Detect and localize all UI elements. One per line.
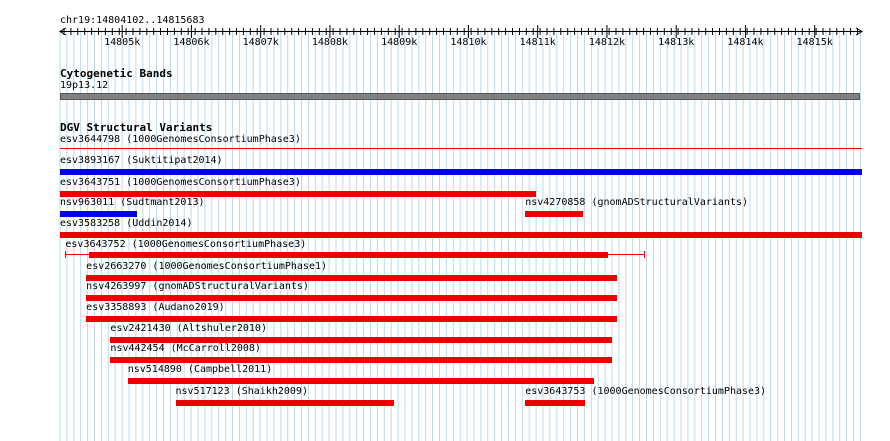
feature-bar[interactable] (127, 378, 595, 384)
feature-source: (gnomADStructuralVariants) (591, 197, 749, 208)
feature-source: (Shaikh2009) (235, 386, 308, 397)
ruler-tick-label: 14814k (727, 37, 763, 48)
ruler-axis[interactable]: 14805k 14806k 14807k 14808k 14809k 14810k 1481… (0, 0, 890, 50)
feature-bar[interactable] (525, 211, 584, 217)
feature-label[interactable]: esv3643751 (1000GenomesConsortiumPhase3) (60, 177, 301, 189)
feature-label[interactable]: esv3643752 (1000GenomesConsortiumPhase3) (65, 239, 306, 251)
ruler-tick-label: 14810k (450, 37, 486, 48)
location-label: chr19:14804102..14815683 (60, 15, 205, 26)
feature-id[interactable]: esv3893167 (60, 155, 121, 166)
feature-id[interactable]: esv3643752 (65, 239, 126, 250)
feature-id[interactable]: nsv517123 (175, 386, 230, 397)
feature-source: (McCarroll2008) (170, 343, 261, 354)
feature-bar[interactable] (86, 295, 617, 301)
feature-label[interactable]: esv3583258 (Uddin2014) (60, 218, 192, 230)
feature-bar[interactable] (60, 211, 137, 217)
feature-source: (1000GenomesConsortiumPhase3) (126, 134, 301, 145)
ruler-tick-label: 14813k (658, 37, 694, 48)
feature-label[interactable]: esv2663270 (1000GenomesConsortiumPhase1) (86, 261, 327, 273)
ruler-tick-label: 14806k (173, 37, 209, 48)
feature-label[interactable]: nsv4270858 (gnomADStructuralVariants) (525, 197, 748, 209)
feature-bar[interactable] (86, 316, 617, 322)
feature-id[interactable]: esv3583258 (60, 218, 121, 229)
feature-id[interactable]: nsv442454 (110, 343, 165, 354)
feature-source: (1000GenomesConsortiumPhase3) (591, 386, 767, 397)
feature-bar[interactable] (60, 169, 862, 175)
feature-label[interactable]: esv3358893 (Audano2019) (86, 302, 225, 314)
feature-bar[interactable] (525, 400, 586, 406)
ruler-tick-label: 14812k (589, 37, 625, 48)
feature-bar[interactable] (88, 252, 609, 258)
ruler-tick-label: 14807k (243, 37, 279, 48)
feature-source: (Sudtmant2013) (120, 197, 205, 208)
feature-label[interactable]: esv3644798 (1000GenomesConsortiumPhase3) (60, 134, 301, 146)
feature-bar[interactable] (60, 148, 862, 149)
feature-source: (Altshuler2010) (176, 323, 267, 334)
feature-label[interactable]: esv2421430 (Altshuler2010) (110, 323, 267, 335)
ruler-tick-label: 14808k (312, 37, 348, 48)
feature-label[interactable]: nsv517123 (Shaikh2009) (176, 386, 308, 398)
feature-label[interactable]: nsv442454 (McCarroll2008) (110, 343, 261, 355)
feature-label[interactable]: nsv963011 (Sudtmant2013) (60, 197, 205, 209)
feature-bar[interactable] (60, 232, 862, 238)
ruler-arrow (855, 27, 863, 36)
feature-bar[interactable] (86, 275, 617, 281)
feature-source: (1000GenomesConsortiumPhase1) (152, 261, 328, 272)
feature-id[interactable]: esv3358893 (86, 302, 147, 313)
feature-id[interactable]: nsv4270858 (525, 197, 586, 208)
feature-id[interactable]: esv2663270 (86, 261, 147, 272)
feature-bar[interactable] (175, 400, 394, 406)
feature-source: (Suktitipat2014) (126, 155, 223, 166)
feature-source: (Audano2019) (152, 302, 225, 313)
feature-id[interactable]: nsv514890 (127, 364, 182, 375)
ruler-tick-label: 14811k (520, 37, 556, 48)
feature-id[interactable]: esv3643751 (60, 177, 121, 188)
dgv-track-title: DGV Structural Variants (60, 121, 213, 134)
feature-label[interactable]: nsv514890 (Campbell2011) (128, 364, 273, 376)
cytoband-label: 19p13.12 (60, 80, 109, 91)
feature-label[interactable]: esv3643753 (1000GenomesConsortiumPhase3) (525, 386, 766, 398)
feature-source: (Uddin2014) (126, 218, 193, 229)
feature-bar[interactable] (110, 337, 613, 343)
feature-source: (1000GenomesConsortiumPhase3) (126, 177, 301, 188)
feature-bar[interactable] (60, 191, 536, 197)
feature-ci-cap (65, 251, 67, 258)
ruler-arrow (59, 27, 67, 36)
ruler-tick-label: 14809k (381, 37, 417, 48)
feature-source: (gnomADStructuralVariants) (152, 281, 309, 292)
feature-label[interactable]: nsv4263997 (gnomADStructuralVariants) (86, 281, 309, 293)
feature-id[interactable]: esv3643753 (525, 386, 586, 397)
feature-source: (1000GenomesConsortiumPhase3) (131, 239, 307, 250)
feature-id[interactable]: esv3644798 (60, 134, 121, 145)
ruler-tick-label: 14805k (104, 37, 140, 48)
feature-id[interactable]: nsv4263997 (86, 281, 147, 292)
ruler-tick-label: 14815k (797, 37, 833, 48)
feature-ci-cap (643, 251, 645, 258)
feature-id[interactable]: esv2421430 (110, 323, 171, 334)
cytoband-title: Cytogenetic Bands (60, 67, 173, 80)
feature-bar[interactable] (110, 357, 613, 363)
feature-id[interactable]: nsv963011 (60, 197, 115, 208)
feature-label[interactable]: esv3893167 (Suktitipat2014) (60, 155, 223, 167)
cytoband-bar[interactable] (60, 93, 860, 100)
feature-source: (Campbell2011) (187, 364, 273, 375)
